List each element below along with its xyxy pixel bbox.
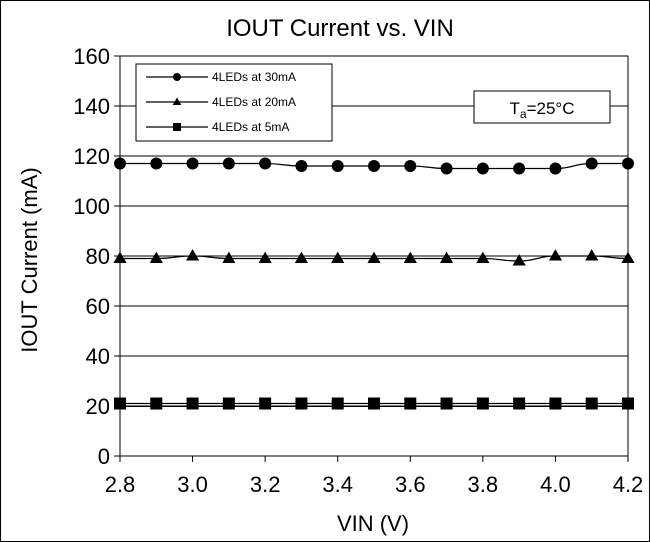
data-point bbox=[439, 251, 454, 264]
data-point bbox=[585, 249, 599, 261]
y-tick-label: 0 bbox=[98, 444, 110, 469]
data-point bbox=[404, 160, 417, 172]
data-point bbox=[259, 397, 272, 410]
data-point bbox=[476, 397, 489, 410]
data-point bbox=[440, 397, 453, 410]
data-point bbox=[476, 251, 490, 264]
data-point bbox=[150, 397, 163, 410]
data-point bbox=[548, 249, 563, 261]
series-circle bbox=[114, 157, 634, 175]
data-point bbox=[549, 397, 562, 410]
y-tick-label: 80 bbox=[86, 244, 110, 269]
legend-entry: 4LEDs at 20mA bbox=[146, 95, 296, 109]
y-axis-label: IOUT Current (mA) bbox=[17, 167, 42, 352]
series-square bbox=[114, 397, 634, 410]
data-point bbox=[331, 397, 344, 410]
y-tick-label: 60 bbox=[86, 294, 110, 319]
y-tick-label: 120 bbox=[73, 144, 110, 169]
data-point bbox=[150, 157, 163, 170]
data-point bbox=[622, 157, 634, 170]
y-tick-label: 20 bbox=[86, 394, 110, 419]
series-layer bbox=[113, 157, 635, 410]
data-point bbox=[294, 251, 309, 264]
y-tick-label: 40 bbox=[86, 344, 110, 369]
data-point bbox=[185, 249, 200, 261]
data-point bbox=[295, 397, 308, 410]
x-tick-label: 3.2 bbox=[250, 472, 281, 497]
legend-entries: 4LEDs at 30mA 4LEDs at 20mA 4LEDs at 5mA bbox=[146, 70, 296, 134]
data-point bbox=[549, 162, 562, 175]
legend-marker bbox=[172, 97, 182, 106]
data-point bbox=[259, 157, 272, 170]
legend-label: 4LEDs at 5mA bbox=[212, 120, 289, 134]
data-point bbox=[513, 162, 526, 175]
annotation-t: T bbox=[510, 99, 520, 118]
data-point bbox=[114, 157, 126, 170]
y-ticks: 0 20 40 60 80 100 120 140 160 bbox=[73, 44, 120, 469]
data-point bbox=[367, 251, 381, 264]
y-tick-label: 140 bbox=[73, 94, 110, 119]
x-tick-label: 3.4 bbox=[322, 472, 353, 497]
x-tick-label: 4.0 bbox=[540, 472, 571, 497]
annotation-rest: =25°C bbox=[527, 99, 575, 118]
data-point bbox=[222, 251, 236, 264]
y-tick-label: 100 bbox=[73, 194, 110, 219]
legend-entry: 4LEDs at 30mA bbox=[146, 70, 296, 84]
data-point bbox=[295, 160, 308, 172]
data-point bbox=[149, 251, 163, 264]
data-point bbox=[476, 162, 489, 175]
data-point bbox=[258, 251, 272, 264]
data-point bbox=[114, 397, 126, 410]
data-point bbox=[440, 162, 453, 175]
x-tick-label: 3.0 bbox=[177, 472, 208, 497]
data-point bbox=[331, 160, 344, 172]
data-point bbox=[404, 397, 417, 410]
data-point bbox=[331, 251, 345, 264]
data-point bbox=[368, 160, 380, 172]
data-point bbox=[186, 157, 199, 170]
data-point bbox=[513, 397, 526, 410]
annotation-box bbox=[473, 90, 611, 124]
data-point bbox=[222, 397, 235, 410]
x-tick-label: 4.2 bbox=[613, 472, 644, 497]
x-tick-label: 3.6 bbox=[395, 472, 426, 497]
x-ticks: 2.8 3.0 3.2 3.4 3.6 3.8 4.0 4.2 bbox=[105, 456, 644, 497]
data-point bbox=[222, 157, 235, 170]
legend: 4LEDs at 30mA 4LEDs at 20mA 4LEDs at 5mA bbox=[135, 63, 333, 142]
x-tick-label: 2.8 bbox=[105, 472, 136, 497]
annotation-sub: a bbox=[520, 107, 527, 121]
data-point bbox=[585, 157, 598, 170]
data-point bbox=[186, 397, 199, 410]
legend-marker bbox=[173, 73, 181, 81]
data-point bbox=[512, 254, 526, 266]
x-tick-label: 3.8 bbox=[468, 472, 499, 497]
legend-label: 4LEDs at 30mA bbox=[212, 70, 296, 84]
data-point bbox=[622, 397, 634, 410]
y-tick-label: 160 bbox=[73, 44, 110, 69]
legend-entry: 4LEDs at 5mA bbox=[146, 120, 289, 134]
data-point bbox=[403, 251, 417, 264]
annotation-text: Ta=25°C bbox=[510, 99, 575, 121]
legend-marker bbox=[173, 123, 181, 131]
data-point bbox=[621, 251, 635, 264]
series-triangle bbox=[113, 249, 635, 266]
temperature-annotation: Ta=25°C bbox=[473, 90, 611, 124]
data-point bbox=[368, 397, 380, 410]
chart-title: IOUT Current vs. VIN bbox=[226, 15, 454, 42]
data-point bbox=[113, 251, 127, 264]
data-point bbox=[585, 397, 598, 410]
legend-label: 4LEDs at 20mA bbox=[212, 95, 296, 109]
x-axis-label: VIN (V) bbox=[337, 511, 409, 536]
